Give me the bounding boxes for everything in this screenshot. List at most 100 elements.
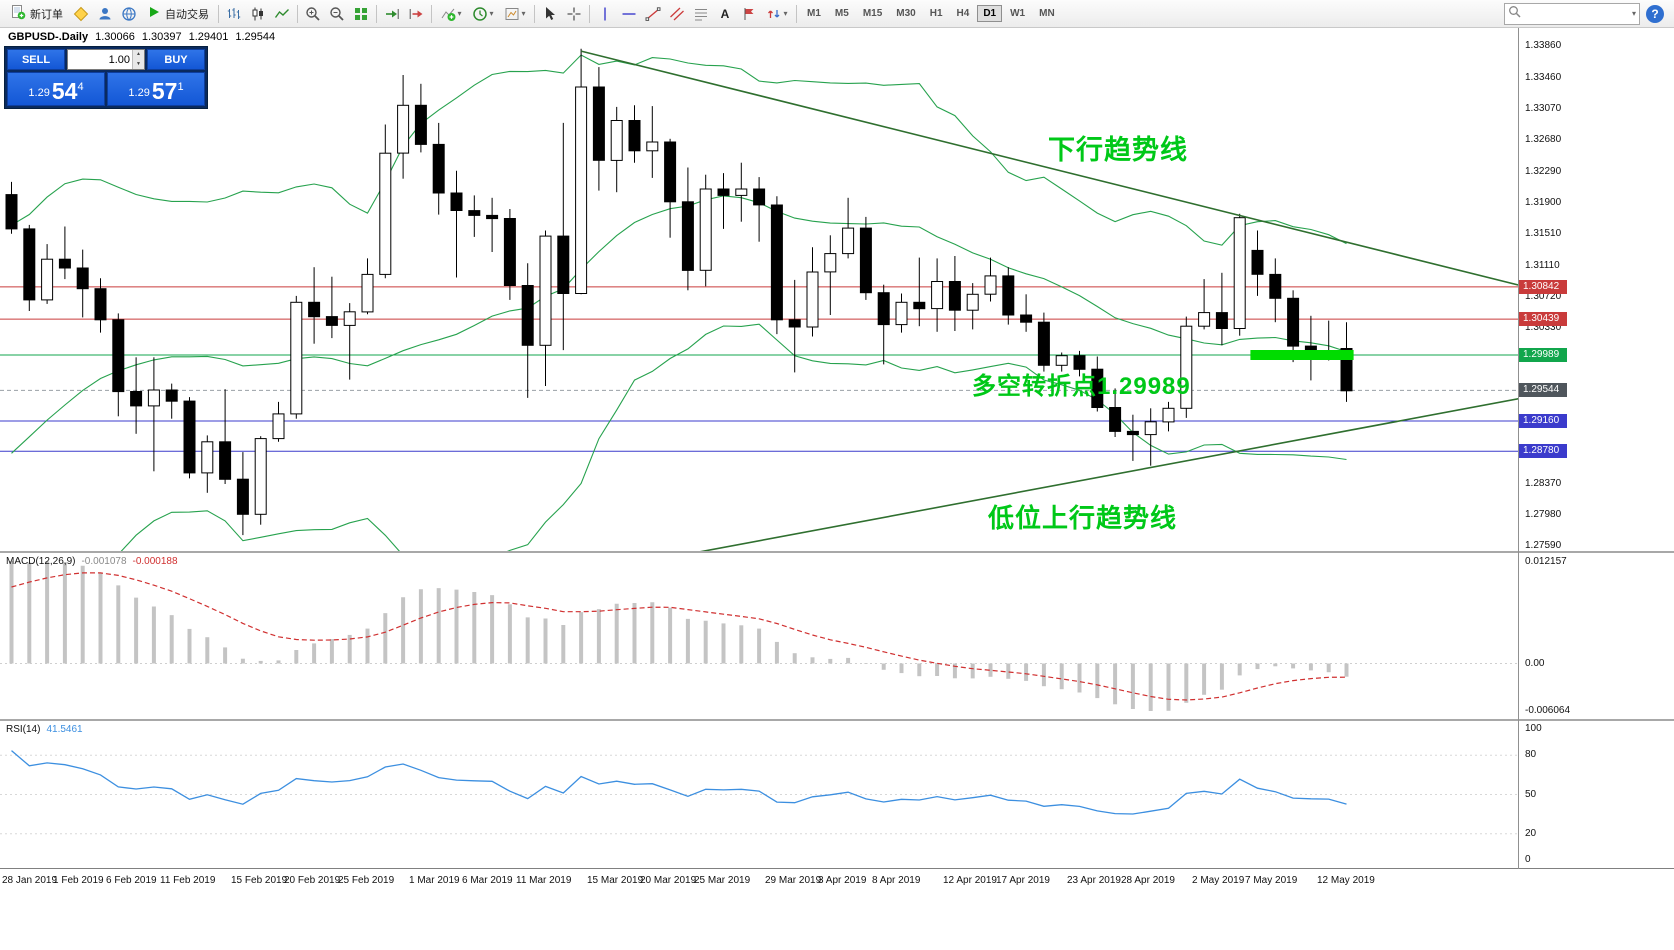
price-tag-support: 1.28780: [1519, 444, 1567, 458]
community-button[interactable]: [93, 3, 117, 25]
toolbar-separator: [218, 4, 219, 23]
diamond-icon: [73, 6, 89, 22]
trendline-icon: [645, 6, 661, 22]
volume-input[interactable]: [68, 50, 132, 69]
date-axis-label: 20 Mar 2019: [640, 875, 697, 886]
tile-windows-button[interactable]: [349, 3, 373, 25]
panel-separator-main-macd[interactable]: [0, 551, 1674, 553]
timeframe-h1[interactable]: H1: [924, 5, 949, 22]
date-axis-label: 15 Feb 2019: [231, 875, 288, 886]
timeframe-w1[interactable]: W1: [1004, 5, 1031, 22]
volume-up-button[interactable]: ▲: [136, 51, 141, 57]
search-input[interactable]: [1524, 6, 1628, 21]
panel-separator-rsi-dates: [0, 868, 1674, 869]
zoom-in-button[interactable]: [301, 3, 325, 25]
timeframe-mn[interactable]: MN: [1033, 5, 1061, 22]
help-button[interactable]: ?: [1646, 4, 1664, 23]
channel-button[interactable]: [665, 3, 689, 25]
zoom-in-icon: [305, 6, 321, 22]
options-button[interactable]: [117, 3, 141, 25]
crosshair-icon: [566, 6, 582, 22]
zoom-out-button[interactable]: [325, 3, 349, 25]
buy-button[interactable]: BUY: [147, 49, 205, 70]
price-axis-tick: 1.31110: [1525, 260, 1560, 271]
line-chart-button[interactable]: [270, 3, 294, 25]
rsi-axis-tick: 100: [1525, 723, 1542, 734]
date-axis-label: 1 Feb 2019: [53, 875, 104, 886]
sell-price-sup: 4: [77, 81, 84, 93]
indicators-button[interactable]: ▾: [435, 3, 467, 25]
search-box[interactable]: ▾: [1504, 2, 1640, 25]
buy-price[interactable]: 1.29 57 1: [107, 72, 205, 106]
rsi-axis-tick: 20: [1525, 828, 1537, 839]
date-axis[interactable]: 28 Jan 2019 1 Feb 2019 6 Feb 2019 11 Feb 20…: [0, 869, 1674, 896]
new-order-icon: [10, 4, 26, 23]
bar-chart-button[interactable]: [222, 3, 246, 25]
price-axis[interactable]: 1.33860 1.33460 1.33070 1.32680 1.32290 1.319…: [1518, 0, 1674, 869]
macd-axis-min: -0.006064: [1525, 705, 1571, 716]
auto-scroll-button[interactable]: [380, 3, 404, 25]
text-tool-button[interactable]: A: [713, 3, 737, 25]
annotation-downtrend-line[interactable]: 下行趋势线: [1048, 135, 1188, 165]
price-axis-tick: 1.32680: [1525, 134, 1562, 145]
label-tool-button[interactable]: [737, 3, 761, 25]
arrows-icon: [766, 6, 782, 22]
panel-separator-macd-rsi[interactable]: [0, 719, 1674, 721]
volume-down-button[interactable]: ▼: [136, 60, 141, 67]
price-tag-current: 1.29544: [1519, 383, 1567, 397]
date-axis-label: 25 Mar 2019: [694, 875, 751, 886]
rsi-axis-tick: 80: [1525, 749, 1537, 760]
timeframe-h4[interactable]: H4: [951, 5, 976, 22]
clock-icon: [472, 6, 488, 22]
vertical-line-button[interactable]: [593, 3, 617, 25]
trendline-button[interactable]: [641, 3, 665, 25]
templates-button[interactable]: ▾: [499, 3, 531, 25]
annotation-pivot-point[interactable]: 多空转折点1.29989: [972, 373, 1191, 400]
sell-button[interactable]: SELL: [7, 49, 65, 70]
candlestick-chart-button[interactable]: [246, 3, 270, 25]
date-axis-label: 7 May 2019: [1245, 875, 1298, 886]
price-tag-resistance: 1.30842: [1519, 280, 1567, 294]
new-order-button[interactable]: 新订单: [4, 3, 69, 25]
sell-price-big: 54: [51, 78, 78, 104]
timeframe-d1[interactable]: D1: [977, 5, 1003, 22]
metaeditor-button[interactable]: [69, 3, 93, 25]
arrows-tool-button[interactable]: ▾: [761, 3, 793, 25]
timeframe-m15[interactable]: M15: [857, 5, 888, 22]
timeframe-m30[interactable]: M30: [890, 5, 921, 22]
annotation-uptrend-line[interactable]: 低位上行趋势线: [988, 503, 1178, 533]
toolbar-separator: [589, 4, 590, 23]
date-axis-label: 12 Apr 2019: [943, 875, 997, 886]
rsi-name: RSI(14): [6, 724, 41, 735]
vertical-line-icon: [597, 6, 613, 22]
timeframe-m5[interactable]: M5: [829, 5, 855, 22]
rsi-value: 41.5461: [46, 724, 83, 735]
low-value: 1.29401: [188, 31, 229, 43]
cursor-button[interactable]: [538, 3, 562, 25]
close-value: 1.29544: [235, 31, 276, 43]
horizontal-line-button[interactable]: [617, 3, 641, 25]
fibonacci-button[interactable]: [689, 3, 713, 25]
sell-price-prefix: 1.29: [28, 87, 50, 99]
price-axis-tick: 1.33460: [1525, 72, 1562, 83]
volume-field[interactable]: ▲ ▼: [67, 49, 145, 70]
auto-scroll-icon: [384, 6, 400, 22]
chart-shift-button[interactable]: [404, 3, 428, 25]
autotrading-button[interactable]: 自动交易: [141, 3, 215, 25]
rsi-axis-tick: 50: [1525, 789, 1537, 800]
toolbar-separator: [376, 4, 377, 23]
cursor-icon: [542, 6, 558, 22]
price-axis-tick: 1.31510: [1525, 228, 1562, 239]
crosshair-button[interactable]: [562, 3, 586, 25]
rsi-axis-tick: 0: [1525, 854, 1531, 865]
date-axis-label: 28 Apr 2019: [1121, 875, 1175, 886]
sell-price[interactable]: 1.29 54 4: [7, 72, 105, 106]
timeframe-m1[interactable]: M1: [801, 5, 827, 22]
macd-name: MACD(12,26,9): [6, 556, 76, 567]
date-axis-label: 6 Feb 2019: [106, 875, 157, 886]
toolbar-separator: [534, 4, 535, 23]
globe-icon: [121, 6, 137, 22]
periods-button[interactable]: ▾: [467, 3, 499, 25]
date-axis-label: 3 Apr 2019: [818, 875, 867, 886]
